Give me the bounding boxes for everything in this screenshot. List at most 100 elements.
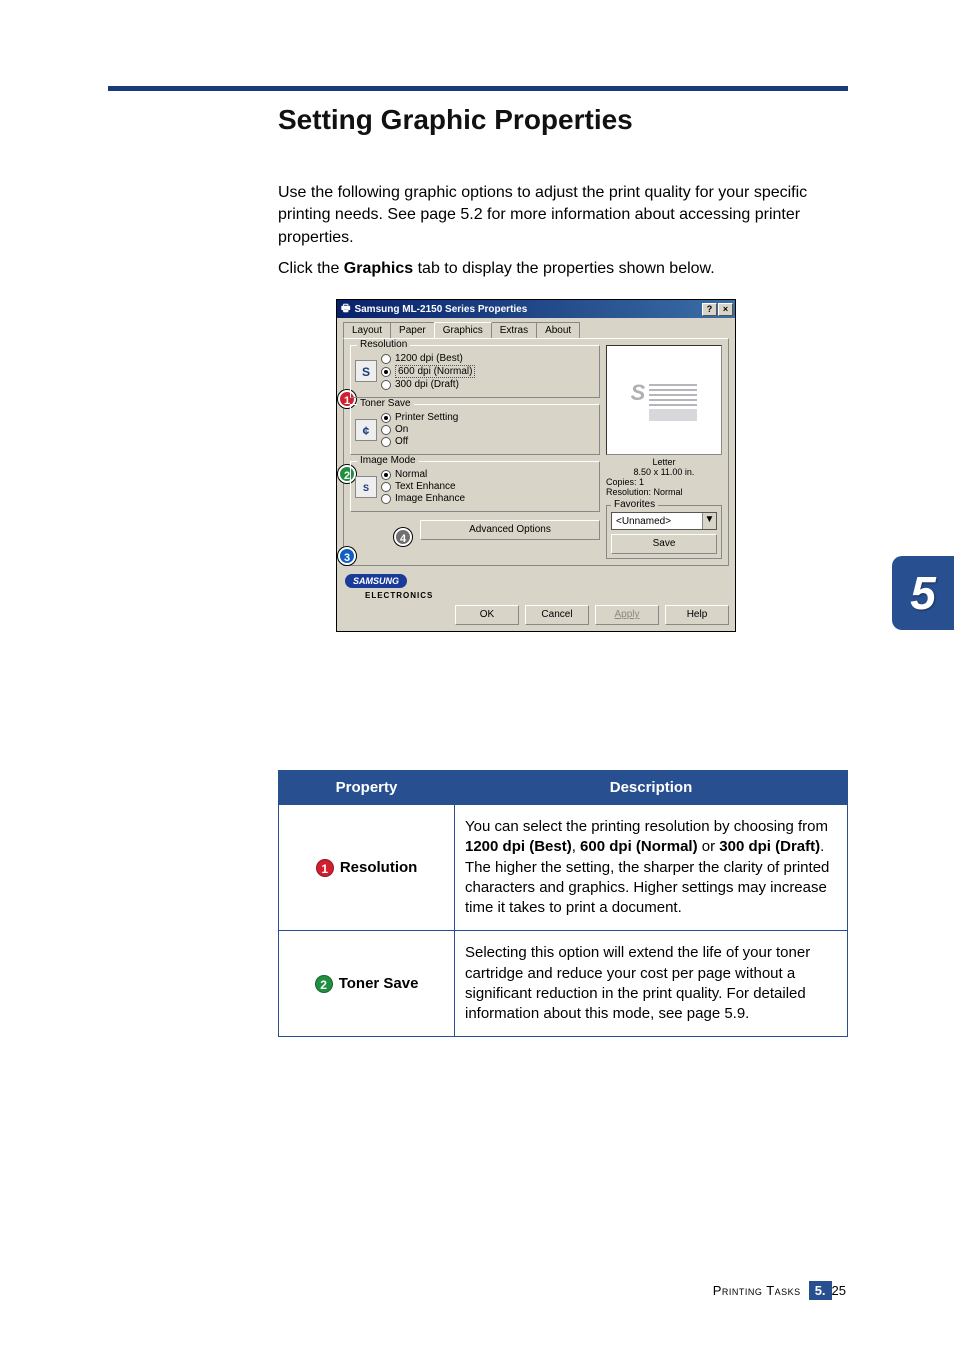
favorites-dropdown[interactable]: <Unnamed> ▼	[611, 512, 717, 530]
radio-label: Printer Setting	[395, 412, 458, 423]
footer-chapter: 5.	[809, 1281, 832, 1300]
group-legend: Toner Save	[357, 398, 414, 409]
paper-dims: 8.50 x 11.00 in.	[606, 467, 722, 477]
chapter-tab: 5	[892, 556, 954, 630]
help-button[interactable]: Help	[665, 605, 729, 625]
dialog-buttons: OK Cancel Apply Help	[337, 601, 735, 631]
radio-label: Text Enhance	[395, 481, 456, 492]
property-cell: 2 Toner Save	[279, 931, 455, 1037]
radio-option[interactable]: Normal	[381, 469, 593, 480]
radio-icon	[381, 482, 391, 492]
radio-label: 600 dpi (Normal)	[395, 365, 475, 378]
printer-icon: 🖶	[341, 301, 350, 318]
radio-icon	[381, 437, 391, 447]
cancel-button[interactable]: Cancel	[525, 605, 589, 625]
text: Click the	[278, 260, 344, 277]
tab-graphics[interactable]: Graphics	[434, 322, 492, 338]
radio-label: Image Enhance	[395, 493, 465, 504]
property-cell: 1 Resolution	[279, 805, 455, 931]
instruction-paragraph: Click the Graphics tab to display the pr…	[278, 258, 850, 280]
callout-badge: 2	[315, 975, 333, 993]
tab-layout[interactable]: Layout	[343, 322, 391, 338]
text: Selecting this option will extend the li…	[465, 944, 810, 1022]
table-row: 1 Resolution You can select the printing …	[279, 805, 848, 931]
radio-option[interactable]: 600 dpi (Normal)	[381, 365, 593, 378]
radio-icon	[381, 470, 391, 480]
page-heading: Setting Graphic Properties	[278, 104, 633, 136]
chevron-down-icon[interactable]: ▼	[702, 513, 716, 529]
callout-3-badge: 3	[338, 547, 356, 565]
tab-panel: 1 Resolution S 1200 dpi (Best)600 dpi (N…	[343, 338, 729, 566]
radio-label: Normal	[395, 469, 427, 480]
radio-icon	[381, 354, 391, 364]
radio-option[interactable]: Printer Setting	[381, 412, 593, 423]
radio-option[interactable]: Image Enhance	[381, 493, 593, 504]
radio-label: Off	[395, 436, 408, 447]
brand-area: SAMSUNG ELECTRONICS	[337, 572, 735, 601]
intro-paragraph: Use the following graphic options to adj…	[278, 182, 850, 249]
favorites-group: Favorites <Unnamed> ▼ Save	[606, 505, 722, 559]
preview-s-icon: S	[631, 380, 646, 406]
samsung-logo: SAMSUNG	[345, 574, 407, 588]
image-mode-icon: S	[355, 476, 377, 498]
footer-section: Printing Tasks	[713, 1283, 801, 1298]
property-table: Property Description 1 Resolution You can…	[278, 770, 848, 1037]
chapter-number: 5	[910, 566, 936, 620]
radio-option[interactable]: 300 dpi (Draft)	[381, 379, 593, 390]
text: tab to display the properties shown belo…	[413, 260, 715, 277]
resolution-icon: S	[355, 360, 377, 382]
radio-icon	[381, 367, 391, 377]
favorites-value: <Unnamed>	[612, 516, 702, 527]
radio-option[interactable]: Off	[381, 436, 593, 447]
graphics-word: Graphics	[344, 260, 413, 277]
image-mode-group: Image Mode S NormalText EnhanceImage Enh…	[350, 461, 600, 512]
text: or	[698, 838, 720, 855]
radio-label: 1200 dpi (Best)	[395, 353, 463, 364]
callout-badge: 1	[316, 859, 334, 877]
favorites-legend: Favorites	[611, 499, 658, 510]
resolution-label: Resolution: Normal	[606, 487, 722, 497]
advanced-options-button[interactable]: Advanced Options	[420, 520, 600, 540]
radio-label: On	[395, 424, 408, 435]
table-row: 2 Toner SaveSelecting this option will e…	[279, 931, 848, 1037]
radio-option[interactable]: 1200 dpi (Best)	[381, 353, 593, 364]
bold-text: 600 dpi (Normal)	[580, 838, 698, 855]
radio-icon	[381, 413, 391, 423]
apply-button[interactable]: Apply	[595, 605, 659, 625]
right-column: S Letter 8.50 x 11.00 in. Copies: 1 Reso…	[606, 345, 722, 559]
dialog-title: Samsung ML-2150 Series Properties	[354, 304, 527, 315]
header-description: Description	[455, 771, 848, 805]
tab-about[interactable]: About	[536, 322, 580, 338]
text: You can select the printing resolution b…	[465, 818, 828, 835]
help-icon[interactable]: ?	[702, 303, 717, 316]
description-cell: Selecting this option will extend the li…	[455, 931, 848, 1037]
resolution-group: Resolution S 1200 dpi (Best)600 dpi (Nor…	[350, 345, 600, 398]
callout-4-badge: 4	[394, 528, 412, 546]
header-property: Property	[279, 771, 455, 805]
radio-option[interactable]: Text Enhance	[381, 481, 593, 492]
radio-icon	[381, 380, 391, 390]
copies-label: Copies: 1	[606, 477, 722, 487]
close-icon[interactable]: ×	[718, 303, 733, 316]
group-legend: Image Mode	[357, 455, 419, 466]
tab-paper[interactable]: Paper	[390, 322, 435, 338]
tab-extras[interactable]: Extras	[491, 322, 537, 338]
radio-icon	[381, 425, 391, 435]
text: ,	[572, 838, 580, 855]
bold-text: 300 dpi (Draft)	[719, 838, 820, 855]
description-cell: You can select the printing resolution b…	[455, 805, 848, 931]
electronics-label: ELECTRONICS	[365, 591, 433, 600]
toner-save-group: Toner Save ¢ Printer SettingOnOff	[350, 404, 600, 455]
top-rule	[108, 86, 848, 91]
ok-button[interactable]: OK	[455, 605, 519, 625]
page-footer: Printing Tasks 5.25	[0, 1281, 954, 1300]
bold-text: 1200 dpi (Best)	[465, 838, 572, 855]
radio-label: 300 dpi (Draft)	[395, 379, 459, 390]
footer-page: 25	[832, 1283, 846, 1298]
page-preview: S	[606, 345, 722, 455]
toner-icon: ¢	[355, 419, 377, 441]
save-button[interactable]: Save	[611, 534, 717, 554]
group-legend: Resolution	[357, 339, 410, 350]
paper-label: Letter	[606, 457, 722, 467]
radio-option[interactable]: On	[381, 424, 593, 435]
